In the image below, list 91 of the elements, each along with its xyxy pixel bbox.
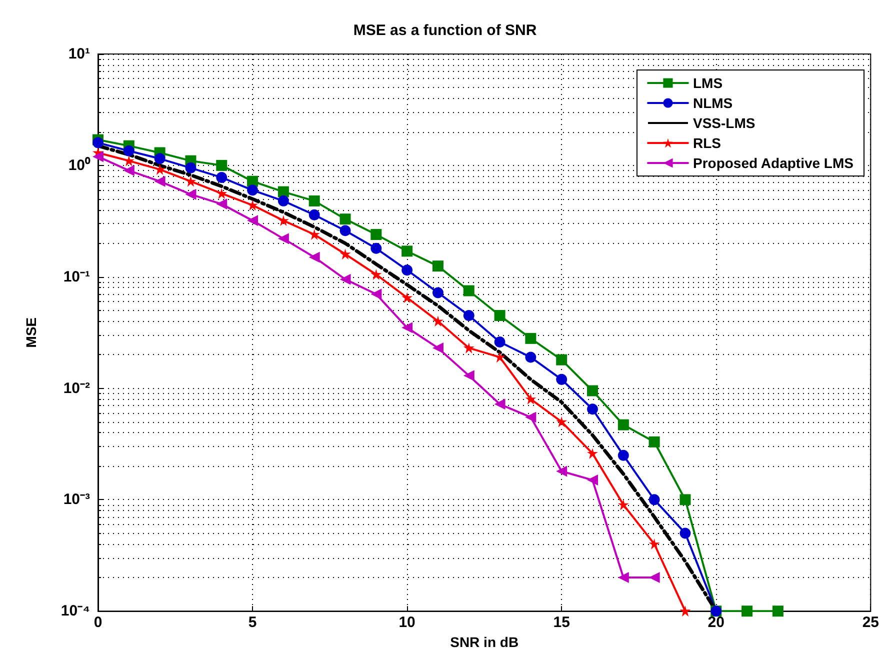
legend-label: RLS <box>692 135 721 151</box>
x-tick-label: 25 <box>862 614 879 632</box>
point <box>587 474 598 486</box>
point <box>432 287 444 298</box>
point <box>185 162 196 174</box>
point <box>216 188 228 199</box>
point <box>525 332 536 344</box>
point <box>463 370 474 382</box>
x-tick-label: 15 <box>553 614 570 632</box>
point <box>370 268 382 280</box>
point <box>463 285 474 296</box>
legend-label: VSS-LMS <box>692 115 756 131</box>
legend-label: Proposed Adaptive LMS <box>692 155 854 171</box>
point <box>587 385 598 396</box>
point <box>556 354 568 366</box>
y-tick-label: 10⁻² <box>63 380 90 397</box>
point <box>648 436 660 448</box>
point <box>494 398 506 410</box>
point <box>370 288 382 300</box>
point <box>247 184 258 196</box>
x-tick-label: 20 <box>708 614 724 632</box>
point <box>618 450 629 461</box>
legend-label: NLMS <box>692 95 733 111</box>
point <box>92 137 104 148</box>
point <box>648 494 660 506</box>
point <box>556 466 568 477</box>
point <box>123 145 134 156</box>
point <box>680 494 691 506</box>
point <box>154 153 166 164</box>
y-tick-label: 10⁻³ <box>63 491 90 508</box>
point <box>680 528 691 539</box>
point <box>587 404 598 415</box>
point <box>494 336 506 348</box>
point <box>742 606 753 617</box>
point <box>370 228 382 240</box>
point <box>680 606 691 617</box>
chart-title: MSE as a function of SNR <box>353 22 537 39</box>
x-tick-label: 0 <box>94 614 102 632</box>
point <box>185 176 196 187</box>
point <box>216 160 228 171</box>
point <box>402 292 413 304</box>
point <box>525 394 536 405</box>
point <box>92 151 104 162</box>
point <box>216 172 228 183</box>
point <box>340 225 351 236</box>
point <box>587 448 598 459</box>
point <box>308 209 320 220</box>
x-tick-label: 5 <box>248 614 257 632</box>
point <box>278 195 289 206</box>
y-axis-title: MSE <box>23 317 39 348</box>
point <box>370 242 382 254</box>
point <box>618 419 629 430</box>
point <box>618 499 629 510</box>
point <box>618 572 629 584</box>
point <box>432 316 444 327</box>
point <box>247 215 258 226</box>
point <box>402 264 413 276</box>
point <box>772 606 784 617</box>
y-tick-label: 10⁻⁴ <box>60 602 90 620</box>
point <box>556 416 568 428</box>
legend-label: LMS <box>692 75 723 91</box>
point <box>185 188 196 200</box>
point <box>525 352 536 363</box>
point <box>340 214 351 225</box>
point <box>340 248 351 260</box>
point <box>154 164 166 175</box>
point <box>123 165 134 176</box>
point <box>432 342 444 354</box>
point <box>494 310 506 321</box>
point <box>278 215 289 226</box>
point <box>308 195 320 206</box>
point <box>432 260 444 272</box>
x-tick-label: 10 <box>398 614 416 632</box>
point <box>402 322 413 334</box>
point <box>278 233 289 244</box>
point <box>247 200 258 211</box>
point <box>525 412 536 423</box>
y-tick-label: 10⁻¹ <box>63 268 90 286</box>
point <box>308 252 320 263</box>
x-axis-title: SNR in dB <box>450 634 519 650</box>
point <box>340 274 351 285</box>
point <box>463 310 474 321</box>
point <box>154 176 166 187</box>
point <box>648 538 660 550</box>
y-tick-label: 10¹ <box>68 46 90 62</box>
point <box>463 342 474 354</box>
y-tick-label: 10⁰ <box>68 156 91 174</box>
point <box>556 374 568 385</box>
point <box>308 228 320 240</box>
point <box>216 198 228 210</box>
point <box>402 246 413 257</box>
